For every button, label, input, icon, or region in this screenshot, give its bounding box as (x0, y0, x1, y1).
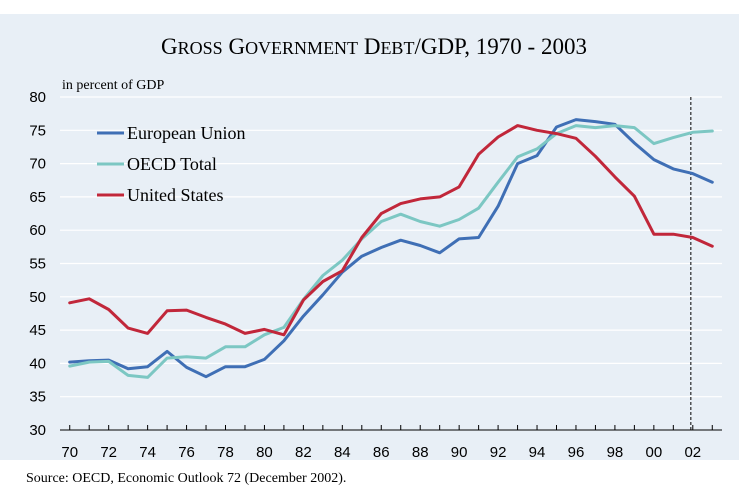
x-tick-label: 86 (373, 444, 390, 461)
y-tick-label: 60 (29, 222, 46, 239)
top-strip (0, 0, 739, 14)
y-tick-label: 80 (29, 89, 46, 106)
x-tick-label: 96 (568, 444, 585, 461)
x-tick-label: 00 (646, 444, 663, 461)
x-tick-label: 82 (295, 444, 312, 461)
x-tick-label: 98 (607, 444, 624, 461)
y-axis-unit-label: in percent of GDP (62, 78, 164, 93)
x-tick-label: 90 (451, 444, 468, 461)
x-tick-label: 88 (412, 444, 429, 461)
source-note: Source: OECD, Economic Outlook 72 (Decem… (26, 471, 347, 486)
legend-label: United States (127, 185, 224, 205)
x-tick-label: 78 (217, 444, 234, 461)
legend-label: OECD Total (127, 154, 217, 174)
axis-layer: 80 75 70 65 60 55 50 45 40 35 30 70 72 74 76 78 80 82 84 86… (29, 89, 722, 461)
x-tick-label: 92 (490, 444, 507, 461)
y-tick-label: 50 (29, 289, 46, 306)
y-tick-label: 55 (29, 256, 46, 273)
x-tick-label: 74 (139, 444, 156, 461)
y-tick-label: 35 (29, 389, 46, 406)
x-tick-label: 84 (334, 444, 351, 461)
x-tick-label: 70 (61, 444, 78, 461)
y-tick-label: 70 (29, 156, 46, 173)
y-tick-label: 65 (29, 189, 46, 206)
legend-label: European Union (127, 123, 245, 143)
legend: European Union OECD Total United States (97, 123, 245, 205)
grid-layer (60, 96, 722, 398)
chart-panel (0, 14, 739, 460)
x-tick-label: 76 (178, 444, 195, 461)
x-tick-label: 72 (100, 444, 117, 461)
x-tick-label: 02 (684, 444, 701, 461)
chart-title-group: GROSS GOVERNMENT DEBT/GDP, 1970 - 2003 (161, 34, 587, 59)
x-tick-label: 94 (529, 444, 546, 461)
y-tick-label: 75 (29, 122, 46, 139)
chart-title: GROSS GOVERNMENT DEBT/GDP, 1970 - 2003 (161, 34, 587, 59)
y-tick-label: 45 (29, 322, 46, 339)
y-tick-label: 40 (29, 355, 46, 372)
series-line-european-union (68, 118, 714, 379)
series-layer (68, 118, 714, 379)
y-tick-label: 30 (29, 422, 46, 439)
series-line-oecd-total (68, 124, 714, 379)
series-line-united-states (68, 124, 714, 337)
x-tick-label: 80 (256, 444, 273, 461)
